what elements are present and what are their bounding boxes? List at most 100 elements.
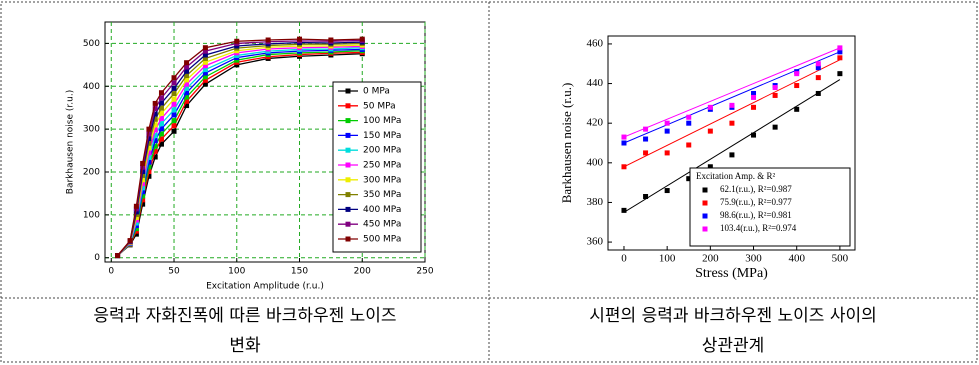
legend-marker [345,177,351,183]
marker [184,81,190,87]
marker [837,49,843,55]
fit-line [623,59,841,168]
legend-marker [345,132,351,138]
y-tick-label: 420 [587,117,604,129]
marker [707,104,713,110]
marker [171,85,177,91]
legend-label: 150 MPa [363,131,401,141]
marker [133,203,139,209]
marker [707,128,713,134]
legend-marker [345,88,351,94]
marker [202,52,208,58]
marker [234,43,240,49]
x-tick-label: 200 [354,267,371,277]
marker [140,185,146,191]
marker [171,96,177,102]
legend-marker [345,206,351,212]
marker [202,63,208,69]
y-tick-label: 360 [587,236,604,248]
y-tick-label: 300 [83,125,100,135]
y-tick-label: 400 [587,156,604,168]
marker [133,223,139,229]
legend-marker [702,200,708,206]
marker [707,164,713,170]
x-tick-label: 0 [108,267,114,277]
marker [184,94,190,100]
marker [171,91,177,97]
x-tick-label: 250 [416,267,433,277]
marker [729,120,735,126]
x-tick-label: 300 [745,253,762,265]
marker [664,128,670,134]
marker [815,61,821,67]
marker [146,126,152,132]
marker [146,164,152,170]
marker [152,143,158,149]
legend-marker [345,221,351,227]
marker [152,111,158,117]
marker [146,136,152,142]
legend-marker [702,187,708,193]
marker [297,36,303,42]
marker [140,197,146,203]
marker [158,141,164,147]
legend-label: 200 MPa [363,146,401,156]
marker [152,133,158,139]
y-tick-label: 0 [94,253,100,263]
marker [146,150,152,156]
x-tick-label: 500 [832,253,849,265]
marker [171,80,177,86]
marker [158,126,164,132]
marker [664,120,670,126]
marker [202,45,208,51]
x-tick-label: 100 [228,267,245,277]
marker [140,189,146,195]
marker [146,173,152,179]
marker [152,127,158,133]
x-tick-label: 400 [788,253,805,265]
fit-line [623,51,841,144]
marker [152,116,158,122]
legend-box [689,167,851,247]
marker [686,176,692,182]
marker [146,131,152,137]
legend-label: 350 MPa [363,190,401,200]
y-axis-label: Barkhausen noise (r.u.) [559,83,574,204]
y-tick-label: 100 [83,210,100,220]
marker [171,123,177,129]
legend-label: 100 MPa [363,116,401,126]
marker [184,103,190,109]
marker [158,131,164,137]
y-tick-label: 460 [587,37,604,49]
marker [815,75,821,81]
marker [686,142,692,148]
marker [140,193,146,199]
chart: 0 50 100 150 200 250 0 100 200 300 400 500 Excitatio… [66,21,434,292]
legend-marker [345,118,351,124]
marker [664,188,670,194]
marker [152,138,158,144]
marker [171,112,177,118]
marker [133,214,139,220]
marker [152,100,158,106]
x-tick-label: 150 [291,267,308,277]
marker [184,64,190,70]
y-tick-label: 440 [587,77,604,89]
marker [234,38,240,44]
x-axis-label: Excitation Amplitude (r.u.) [206,282,324,292]
legend-label: 250 MPa [363,161,401,171]
marker [171,118,177,124]
x-tick-label: 100 [659,253,676,265]
x-tick-label: 50 [168,267,180,277]
marker [171,101,177,107]
caption: 응력과 자화진폭에 따른 바크하우젠 노이즈 [93,306,396,326]
marker [158,115,164,121]
legend-marker [345,192,351,198]
marker [146,145,152,151]
marker [643,136,649,142]
marker [621,140,627,146]
marker [643,194,649,199]
legend-marker [345,236,351,242]
marker [359,36,365,42]
